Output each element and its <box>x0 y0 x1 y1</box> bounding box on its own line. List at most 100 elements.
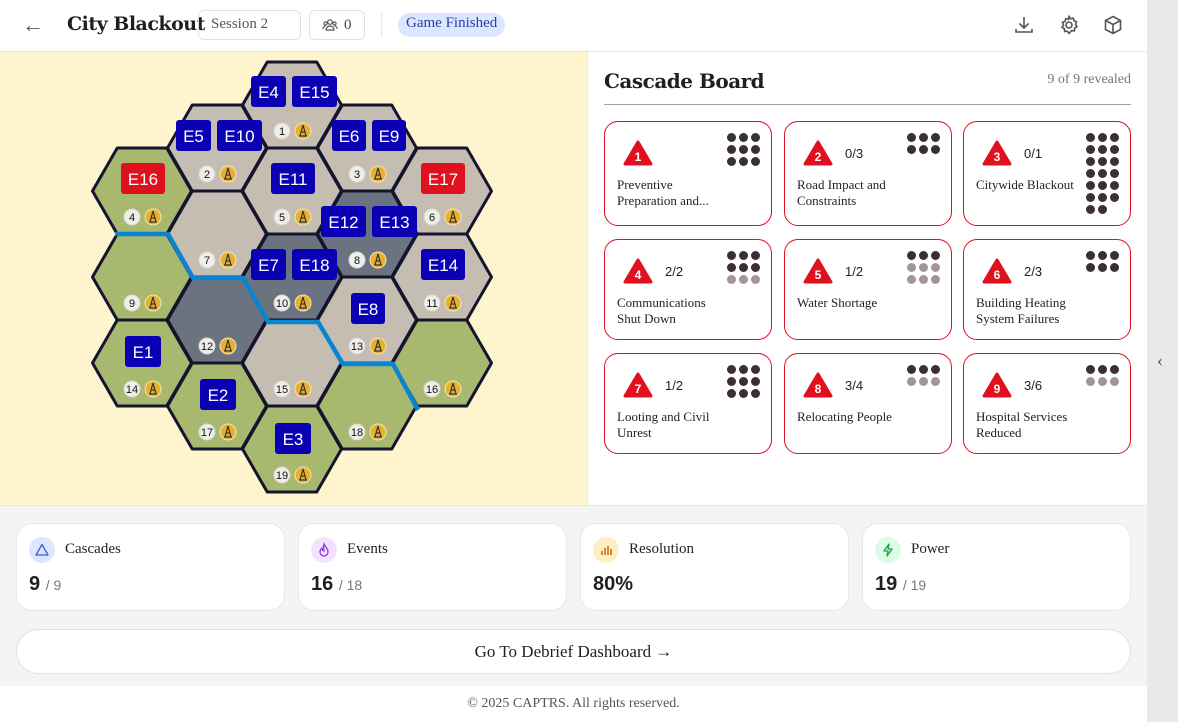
warning-triangle-icon <box>29 537 55 563</box>
hex-label: 1 <box>273 122 312 140</box>
stat-label: Resolution <box>629 541 695 557</box>
dot-empty <box>931 263 940 272</box>
stat-card-power: Power 19 / 19 <box>862 523 1131 611</box>
event-token-e2[interactable]: E2 <box>200 379 236 410</box>
event-token-e7[interactable]: E7 <box>251 249 286 280</box>
cascade-name: Hospital Services Reduced <box>976 409 1068 440</box>
cascade-card-1[interactable]: 1 Preventive Preparation and... <box>604 121 772 226</box>
hex-label: 3 <box>348 165 387 183</box>
event-token-e14[interactable]: E14 <box>421 249 465 280</box>
token-label: E14 <box>428 256 458 275</box>
hex-number: 15 <box>276 384 288 396</box>
cascade-progress: 3/6 <box>1024 378 1043 393</box>
event-token-e16[interactable]: E16 <box>121 163 165 194</box>
warning-triangle-icon: 7 <box>623 372 653 398</box>
chevron-left-icon[interactable]: ‹ <box>1157 350 1163 370</box>
event-token-e17[interactable]: E17 <box>421 163 465 194</box>
dot-filled <box>1110 157 1119 166</box>
hex-number: 8 <box>354 255 360 267</box>
event-token-e1[interactable]: E1 <box>125 336 161 367</box>
cascade-progress: 1/2 <box>845 264 864 279</box>
event-token-e18[interactable]: E18 <box>292 249 337 280</box>
dot-filled <box>1110 365 1119 374</box>
oil-rig-icon <box>369 251 387 269</box>
event-token-e13[interactable]: E13 <box>372 206 417 237</box>
cascade-dots <box>907 133 940 154</box>
cascade-card-3[interactable]: 3 0/1 Citywide Blackout <box>963 121 1131 226</box>
event-token-e4[interactable]: E4 <box>251 76 286 107</box>
dot-filled <box>907 133 916 142</box>
oil-rig-icon <box>369 423 387 441</box>
hex-number: 10 <box>276 298 288 310</box>
dot-filled <box>1098 193 1107 202</box>
session-selector[interactable]: Session 2 <box>198 10 301 40</box>
event-token-e10[interactable]: E10 <box>217 120 262 151</box>
dot-empty <box>907 377 916 386</box>
event-token-e3[interactable]: E3 <box>275 423 311 454</box>
event-token-e5[interactable]: E5 <box>176 120 211 151</box>
dot-filled <box>727 133 736 142</box>
token-label: E2 <box>208 386 229 405</box>
dot-filled <box>1098 365 1107 374</box>
dot-filled <box>739 145 748 154</box>
dot-filled <box>1098 169 1107 178</box>
dot-empty <box>907 263 916 272</box>
cascade-card-7[interactable]: 7 1/2 Looting and Civil Unrest <box>604 353 772 454</box>
gear-icon[interactable] <box>1058 14 1080 36</box>
dot-filled <box>751 365 760 374</box>
dot-empty <box>1098 377 1107 386</box>
oil-rig-icon <box>219 423 237 441</box>
cascade-number: 6 <box>994 268 1001 282</box>
warning-triangle-icon: 8 <box>803 372 833 398</box>
dot-filled <box>1110 193 1119 202</box>
dot-filled <box>1098 263 1107 272</box>
hex-label: 6 <box>423 208 462 226</box>
cascade-dots <box>1086 133 1119 214</box>
cube-icon[interactable] <box>1102 14 1124 36</box>
cascade-card-6[interactable]: 6 2/3 Building Heating System Failures <box>963 239 1131 340</box>
dot-filled <box>739 251 748 260</box>
event-token-e15[interactable]: E15 <box>292 76 337 107</box>
dot-filled <box>919 133 928 142</box>
hex-number: 19 <box>276 470 288 482</box>
dot-filled <box>907 365 916 374</box>
event-token-e9[interactable]: E9 <box>372 120 406 151</box>
dot-filled <box>727 263 736 272</box>
cascade-card-8[interactable]: 8 3/4 Relocating People <box>784 353 952 454</box>
cascade-dots <box>727 365 760 398</box>
download-icon[interactable] <box>1013 14 1035 36</box>
oil-rig-icon <box>444 294 462 312</box>
oil-rig-icon <box>294 294 312 312</box>
hex-label: 15 <box>273 380 312 398</box>
hex-label: 16 <box>423 380 462 398</box>
dot-filled <box>739 133 748 142</box>
dot-filled <box>727 145 736 154</box>
cascade-card-2[interactable]: 2 0/3 Road Impact and Constraints <box>784 121 952 226</box>
event-token-e8[interactable]: E8 <box>351 293 385 324</box>
hex-label: 11 <box>423 294 462 312</box>
oil-rig-icon <box>219 251 237 269</box>
debrief-dashboard-button[interactable]: Go To Debrief Dashboard → <box>16 629 1131 674</box>
cascade-card-5[interactable]: 5 1/2 Water Shortage <box>784 239 952 340</box>
back-arrow-icon[interactable]: ← <box>22 12 44 37</box>
event-token-e11[interactable]: E11 <box>271 163 315 194</box>
cascade-card-4[interactable]: 4 2/2 Communications Shut Down <box>604 239 772 340</box>
players-button[interactable]: 0 <box>309 10 365 40</box>
cascade-number: 7 <box>635 382 642 396</box>
cascade-number: 9 <box>994 382 1001 396</box>
users-icon <box>322 19 338 31</box>
event-token-e6[interactable]: E6 <box>332 120 366 151</box>
dot-empty <box>919 275 928 284</box>
cascade-card-9[interactable]: 9 3/6 Hospital Services Reduced <box>963 353 1131 454</box>
dot-filled <box>739 365 748 374</box>
cascade-dots <box>1086 365 1119 386</box>
event-token-e12[interactable]: E12 <box>321 206 366 237</box>
dot-filled <box>931 145 940 154</box>
dot-filled <box>739 263 748 272</box>
stat-value: 16 <box>311 573 334 595</box>
warning-triangle-icon: 6 <box>982 258 1012 284</box>
cascade-name: Building Heating System Failures <box>976 295 1066 326</box>
stat-label: Power <box>911 541 950 557</box>
game-title: City Blackout <box>67 13 205 35</box>
oil-rig-icon <box>444 380 462 398</box>
